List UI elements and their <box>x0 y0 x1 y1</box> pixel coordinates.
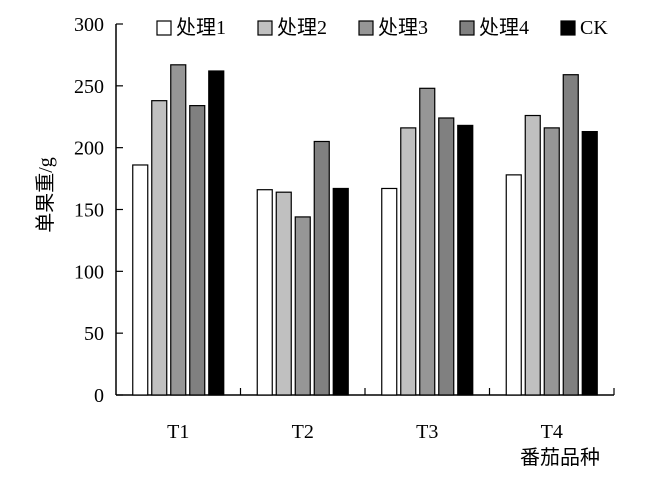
bar-t2-series-4 <box>313 140 330 396</box>
x-tick-label: T4 <box>541 421 563 443</box>
bar-t1-series-4 <box>189 105 206 396</box>
bars <box>132 64 598 396</box>
y-tick-label: 200 <box>74 138 104 160</box>
bar-t1-series-3 <box>170 64 187 396</box>
bar-t2-series-1 <box>256 189 273 396</box>
bar-t3-series-3 <box>419 87 436 396</box>
bar-t4-series-1 <box>505 174 522 396</box>
y-tick-label: 250 <box>74 76 104 98</box>
legend-label: 处理3 <box>378 16 428 39</box>
bar-t1-series-1 <box>132 164 149 396</box>
bar-t4-series-5 <box>581 130 598 396</box>
y-tick-label: 50 <box>84 323 104 345</box>
y-ticks: 0 50 100 150 200 250 300 <box>74 14 123 407</box>
bar-t3-series-2 <box>400 127 417 396</box>
legend-label: 处理2 <box>277 16 327 39</box>
bar-t2-series-5 <box>332 187 349 396</box>
legend-swatch <box>156 20 172 36</box>
x-tick-label: T2 <box>292 421 314 443</box>
y-tick-label: 150 <box>74 200 104 222</box>
legend-swatch <box>560 20 576 36</box>
bar-t3-series-1 <box>381 187 398 396</box>
legend-label: CK <box>580 17 608 39</box>
legend-label: 处理1 <box>176 16 226 39</box>
legend-swatch <box>358 20 374 36</box>
legend-label: 处理4 <box>479 16 529 39</box>
bar-t4-series-3 <box>543 127 560 396</box>
y-tick-label: 0 <box>94 385 104 407</box>
y-tick-label: 100 <box>74 261 104 283</box>
bar-t4-series-4 <box>562 74 579 396</box>
x-ticks: T1 T2 T3 T4 <box>167 388 615 443</box>
legend-swatch <box>459 20 475 36</box>
x-tick-label: T1 <box>167 421 189 443</box>
legend: 处理1 处理2 处理3 处理4 CK <box>156 16 608 39</box>
bar-t3-series-5 <box>457 124 474 396</box>
bar-t4-series-2 <box>524 114 541 396</box>
bar-t1-series-5 <box>208 70 225 396</box>
x-tick-label: T3 <box>416 421 438 443</box>
legend-swatch <box>257 20 273 36</box>
bar-t2-series-3 <box>294 216 311 396</box>
bar-t1-series-2 <box>151 100 168 396</box>
x-axis-title: 番茄品种 <box>520 446 600 469</box>
y-tick-label: 300 <box>74 14 104 36</box>
bar-t2-series-2 <box>275 191 292 396</box>
y-axis-title: 单果重/g <box>34 157 57 233</box>
bar-t3-series-4 <box>438 117 455 396</box>
